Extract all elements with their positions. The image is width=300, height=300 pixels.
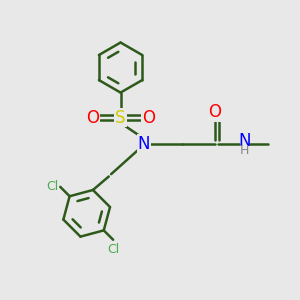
Text: N: N	[138, 135, 150, 153]
Text: Cl: Cl	[46, 180, 59, 194]
Text: O: O	[86, 109, 99, 127]
Text: H: H	[239, 144, 249, 157]
Text: Cl: Cl	[107, 243, 119, 256]
Text: O: O	[142, 109, 155, 127]
Text: O: O	[208, 103, 221, 121]
Text: N: N	[238, 132, 250, 150]
Text: S: S	[115, 109, 126, 127]
